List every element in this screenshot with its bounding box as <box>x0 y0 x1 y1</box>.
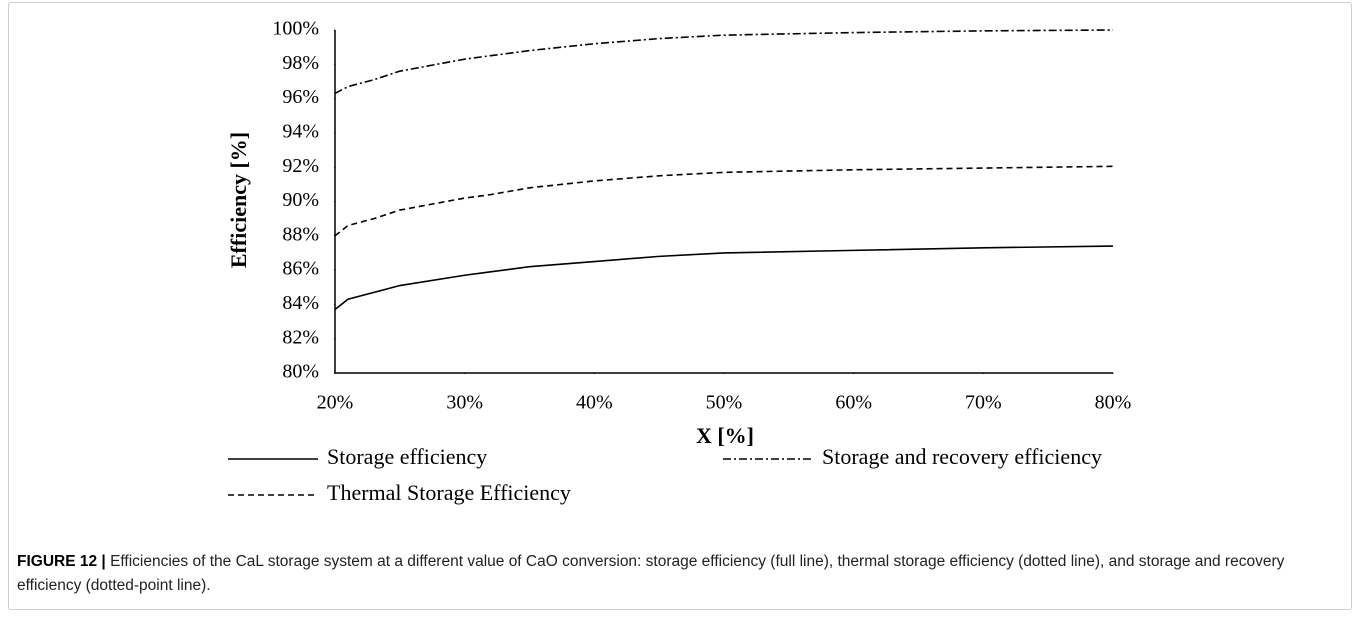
series-line <box>334 165 1114 237</box>
x-tick-label: 80% <box>1095 392 1132 414</box>
y-tick-label: 82% <box>282 326 319 348</box>
x-tick-label: 50% <box>706 392 743 414</box>
x-tick-label: 60% <box>835 392 872 414</box>
legend-label: Thermal Storage Efficiency <box>327 480 571 505</box>
caption-label: FIGURE 12 | <box>17 553 106 570</box>
x-tick-label: 40% <box>576 392 613 414</box>
y-tick-label: 90% <box>282 189 319 211</box>
y-axis-label: Efficiency [%] <box>226 132 251 268</box>
y-tick-label: 98% <box>282 52 319 74</box>
y-tick-label: 100% <box>272 18 319 40</box>
x-axis-label: X [%] <box>696 423 754 448</box>
legend-label: Storage efficiency <box>327 444 487 469</box>
chart: Efficiency [%] X [%] 80% 82% 84% 86% 88% 90% 9… <box>226 18 1132 505</box>
x-tick-label: 20% <box>317 392 354 414</box>
figure-frame <box>8 2 1352 610</box>
y-tick-label: 94% <box>282 120 319 142</box>
y-tick-label: 80% <box>282 361 319 383</box>
y-tick-label: 96% <box>282 86 319 108</box>
y-tick-label: 88% <box>282 223 319 245</box>
caption-text: Efficiencies of the CaL storage system a… <box>17 553 1285 594</box>
caption: FIGURE 12 | Efficiencies of the CaL stor… <box>17 550 1337 598</box>
y-tick-label: 84% <box>282 292 319 314</box>
x-tick-label: 30% <box>446 392 483 414</box>
series-line <box>334 245 1114 311</box>
legend-label: Storage and recovery efficiency <box>822 444 1102 469</box>
y-tick-label: 92% <box>282 155 319 177</box>
x-tick-label: 70% <box>965 392 1002 414</box>
y-tick-label: 86% <box>282 258 319 280</box>
series-line <box>334 29 1114 95</box>
